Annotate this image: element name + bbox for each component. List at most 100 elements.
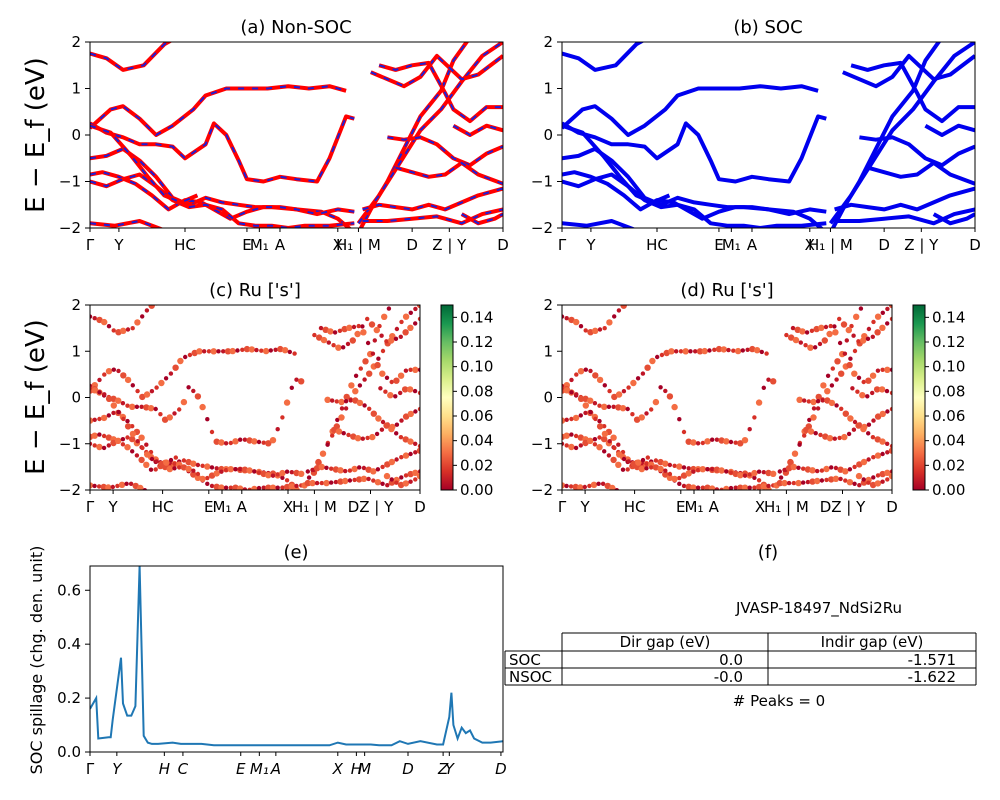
projected-band-point [343, 399, 349, 404]
projected-band-point [389, 379, 394, 385]
panel-c-plot [90, 305, 420, 490]
panel-f-title: (f) [758, 542, 778, 563]
projected-band-point [823, 324, 829, 330]
projected-band-point [840, 321, 848, 328]
projected-band-point [367, 406, 372, 411]
projected-band-point [238, 437, 243, 442]
projected-band-point [329, 466, 334, 471]
projected-band-point [324, 465, 329, 470]
projected-band-point [337, 478, 344, 485]
projected-band-point [714, 487, 720, 490]
projected-band-point [288, 483, 295, 490]
projected-band-point [700, 440, 705, 446]
panel-b-xtick-label: Z | Y [904, 236, 939, 254]
projected-band-point [399, 455, 404, 460]
projected-band-point [885, 321, 890, 326]
projected-band-point [707, 348, 712, 353]
projected-band-point [356, 399, 364, 407]
projected-band-point [213, 438, 220, 445]
projected-band-point [380, 348, 386, 354]
projected-band-point [254, 347, 259, 353]
projected-band-point [805, 479, 811, 485]
projected-band-point [196, 348, 203, 355]
projected-band-point [416, 447, 420, 454]
projected-band-point [866, 480, 871, 485]
projected-band-point [761, 385, 766, 390]
panel-a-ytick-label: 1 [71, 80, 81, 98]
projected-band-point [91, 432, 98, 439]
projected-band-point [569, 432, 574, 437]
projected-band-point [741, 437, 749, 444]
panel-a-xtick-label: M₁ [250, 236, 269, 254]
projected-band-point [885, 477, 890, 482]
projected-band-point [871, 475, 876, 480]
projected-band-point [101, 433, 107, 439]
projected-band-point [802, 433, 807, 438]
panel-b-frame [561, 41, 976, 229]
projected-band-point [195, 462, 201, 468]
projected-band-point [298, 470, 305, 477]
projected-band-point [335, 428, 343, 435]
projected-band-point [204, 463, 211, 470]
projected-band-point [856, 461, 863, 468]
projected-band-point [597, 327, 603, 332]
projected-band-point [590, 481, 598, 488]
projected-band-point [120, 401, 126, 406]
projected-band-point [417, 316, 420, 322]
panel-e-title: (e) [283, 542, 308, 563]
projected-band-point [417, 443, 420, 449]
projected-band-point [134, 404, 140, 409]
projected-band-point [667, 471, 673, 477]
band-line-soc-overlay [452, 124, 503, 137]
projected-band-point [778, 475, 784, 480]
projected-band-point [125, 435, 130, 440]
projected-band-point [884, 388, 890, 394]
projected-band-point [851, 370, 858, 377]
projected-band-point [97, 432, 102, 437]
projected-band-point [569, 416, 574, 422]
projected-band-point [106, 413, 112, 418]
projected-band-point [398, 435, 404, 440]
projected-band-point [592, 401, 598, 406]
projected-band-point [362, 403, 367, 408]
panel-c-ytick-label: 2 [71, 296, 81, 314]
projected-band-point [695, 441, 701, 446]
projected-band-point [611, 393, 618, 401]
projected-band-point [116, 409, 121, 415]
panel-a-xtick-label: X [333, 236, 343, 254]
panel-a-plot [90, 42, 503, 228]
projected-band-point [568, 443, 575, 451]
projected-band-point [354, 330, 361, 338]
panel-e-xtick-label: H [159, 760, 170, 778]
projected-band-point [792, 336, 800, 344]
projected-band-point [889, 367, 892, 372]
panel-d-xtick-label: A [709, 498, 720, 516]
projected-band-point [209, 429, 215, 435]
projected-band-point [885, 306, 890, 312]
band-line-soc [867, 160, 975, 186]
band-line-soc-overlay [90, 147, 351, 228]
projected-band-point [612, 314, 617, 319]
projected-band-point [265, 440, 272, 447]
panel-e-ylabel: SOC spillage (chg. den. unit) [27, 546, 46, 775]
projected-band-point [871, 418, 876, 423]
projected-band-point [401, 386, 409, 393]
projected-band-point [573, 318, 580, 326]
projected-band-point [228, 485, 233, 490]
projected-band-point [329, 480, 334, 485]
projected-band-point [105, 368, 113, 375]
projected-band-point [256, 485, 262, 490]
projected-band-point [90, 314, 93, 319]
projected-band-point [587, 397, 594, 404]
projected-band-point [143, 404, 150, 411]
projected-band-point [752, 485, 757, 490]
projected-band-point [685, 470, 692, 477]
projected-band-point [874, 329, 881, 336]
projected-band-point [801, 480, 806, 485]
projected-band-point [407, 324, 414, 331]
projected-band-point [393, 394, 398, 399]
panel-b-xtick-label: M₁ [722, 236, 741, 254]
projected-band-point [860, 425, 867, 433]
projected-band-point [845, 326, 852, 334]
projected-band-point [256, 470, 262, 475]
